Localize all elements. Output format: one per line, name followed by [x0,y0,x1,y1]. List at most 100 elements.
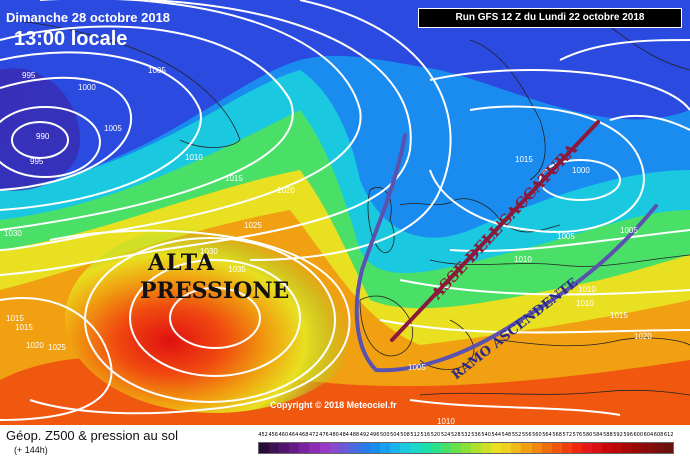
scale-cell [481,443,492,453]
scale-label: 532 [461,432,471,438]
isobar-label: 1035 [228,265,246,274]
copyright-notice: Copyright © 2018 Meteociel.fr [270,400,397,410]
scale-label: 528 [450,432,461,438]
scale-label: 520 [430,432,441,438]
scale-label: 456 [268,432,278,438]
scale-label: 464 [288,432,299,438]
model-run-info: Run GFS 12 Z du Lundi 22 octobre 2018 [418,8,682,28]
scale-cell [592,443,603,453]
scale-cell [491,443,502,453]
scale-label: 564 [542,432,552,438]
scale-cell [521,443,532,453]
scale-cell [622,443,633,453]
scale-label: 516 [420,432,431,438]
scale-label: 484 [339,432,349,438]
scale-label: 580 [582,432,593,438]
isobar-labels: 995 1000 1005 990 995 1005 1010 1015 102… [4,66,652,426]
scale-label: 568 [552,432,562,438]
scale-cell [582,443,593,453]
scale-label: 508 [400,432,410,438]
scale-cell [339,443,350,453]
scale-cell [652,443,663,453]
scale-cell [370,443,381,453]
scale-label: 460 [278,432,289,438]
scale-cell [400,443,411,453]
scale-label: 504 [390,432,400,438]
scale-cell [349,443,360,453]
scale-label: 476 [319,432,329,438]
scale-cell [289,443,300,453]
isobar-label: 1020 [634,332,652,341]
isobar-label: 1025 [48,343,66,352]
isobar-label: 995 [30,157,44,166]
scale-label: 512 [410,432,420,438]
scale-cell [359,443,371,453]
field-title: Géop. Z500 & pression au sol [6,428,178,443]
forecast-time: 13:00 locale [14,28,128,50]
high-pressure-label-line1: ALTA [148,250,215,276]
forecast-lead: (+ 144h) [14,445,48,455]
scale-cell [470,443,482,453]
scale-label: 576 [572,432,583,438]
isobar-label: 1015 [6,314,24,323]
scale-label: 468 [298,432,309,438]
high-pressure-core [65,223,365,413]
scale-label: 556 [521,432,532,438]
isobar-label: 995 [22,71,36,80]
band-violet-low [0,68,80,191]
scale-cell [632,443,643,453]
scale-label: 544 [491,432,502,438]
scale-label: 572 [562,432,573,438]
scale-cell [440,443,451,453]
isobar-label: 1030 [4,229,22,238]
scale-cell [279,443,290,453]
scale-cell [309,443,320,453]
isobar-label: 1005 [557,232,575,241]
color-scale-legend: 452 456 460 464 468 472 476 480 484 488 492 496 500 5… [258,432,674,458]
isobar-label: 1015 [610,311,628,320]
scale-label: 472 [309,432,319,438]
isobar-label: 1005 [148,66,166,75]
scale-label: 488 [349,432,360,438]
isobar-label: 1020 [277,186,295,195]
isobar-label: 1030 [200,247,218,256]
scale-cell [561,443,572,453]
scale-labels: 452 456 460 464 468 472 476 480 484 488 492 496 500 5… [258,432,674,441]
trough-axis-arrow [390,120,600,342]
scale-label: 452 [258,432,268,438]
isobars [0,0,690,421]
scale-cell [420,443,431,453]
scale-cell [541,443,552,453]
scale-label: 480 [329,432,339,438]
scale-cell [450,443,461,453]
isobar-label: 1015 [15,323,33,332]
isobar-label: 1010 [514,255,532,264]
scale-cell [662,443,673,453]
isobar-label: 1010 [578,285,596,294]
scale-cells [258,442,674,454]
scale-cell [299,443,310,453]
scale-label: 496 [369,432,380,438]
scale-label: 588 [603,432,613,438]
trough-curve-arrow [354,133,658,373]
band-deep-blue [0,0,690,190]
isobar-label: 990 [36,132,50,141]
scale-label: 608 [653,432,664,438]
scale-label: 600 [633,432,644,438]
scale-cell [460,443,471,453]
scale-label: 540 [481,432,491,438]
isobar-label: 1000 [572,166,590,175]
scale-cell [259,443,270,453]
scale-cell [380,443,391,453]
scale-label: 548 [501,432,512,438]
scale-cell [571,443,582,453]
high-pressure-label-line2: PRESSIONE [140,278,290,304]
scale-cell [531,443,542,453]
scale-label: 552 [511,432,522,438]
scale-cell [430,443,441,453]
isobar-label: 1015 [515,155,533,164]
scale-label: 612 [663,432,674,438]
scale-label: 500 [379,432,390,438]
isobar-label: 1005 [620,226,638,235]
scale-cell [511,443,522,453]
